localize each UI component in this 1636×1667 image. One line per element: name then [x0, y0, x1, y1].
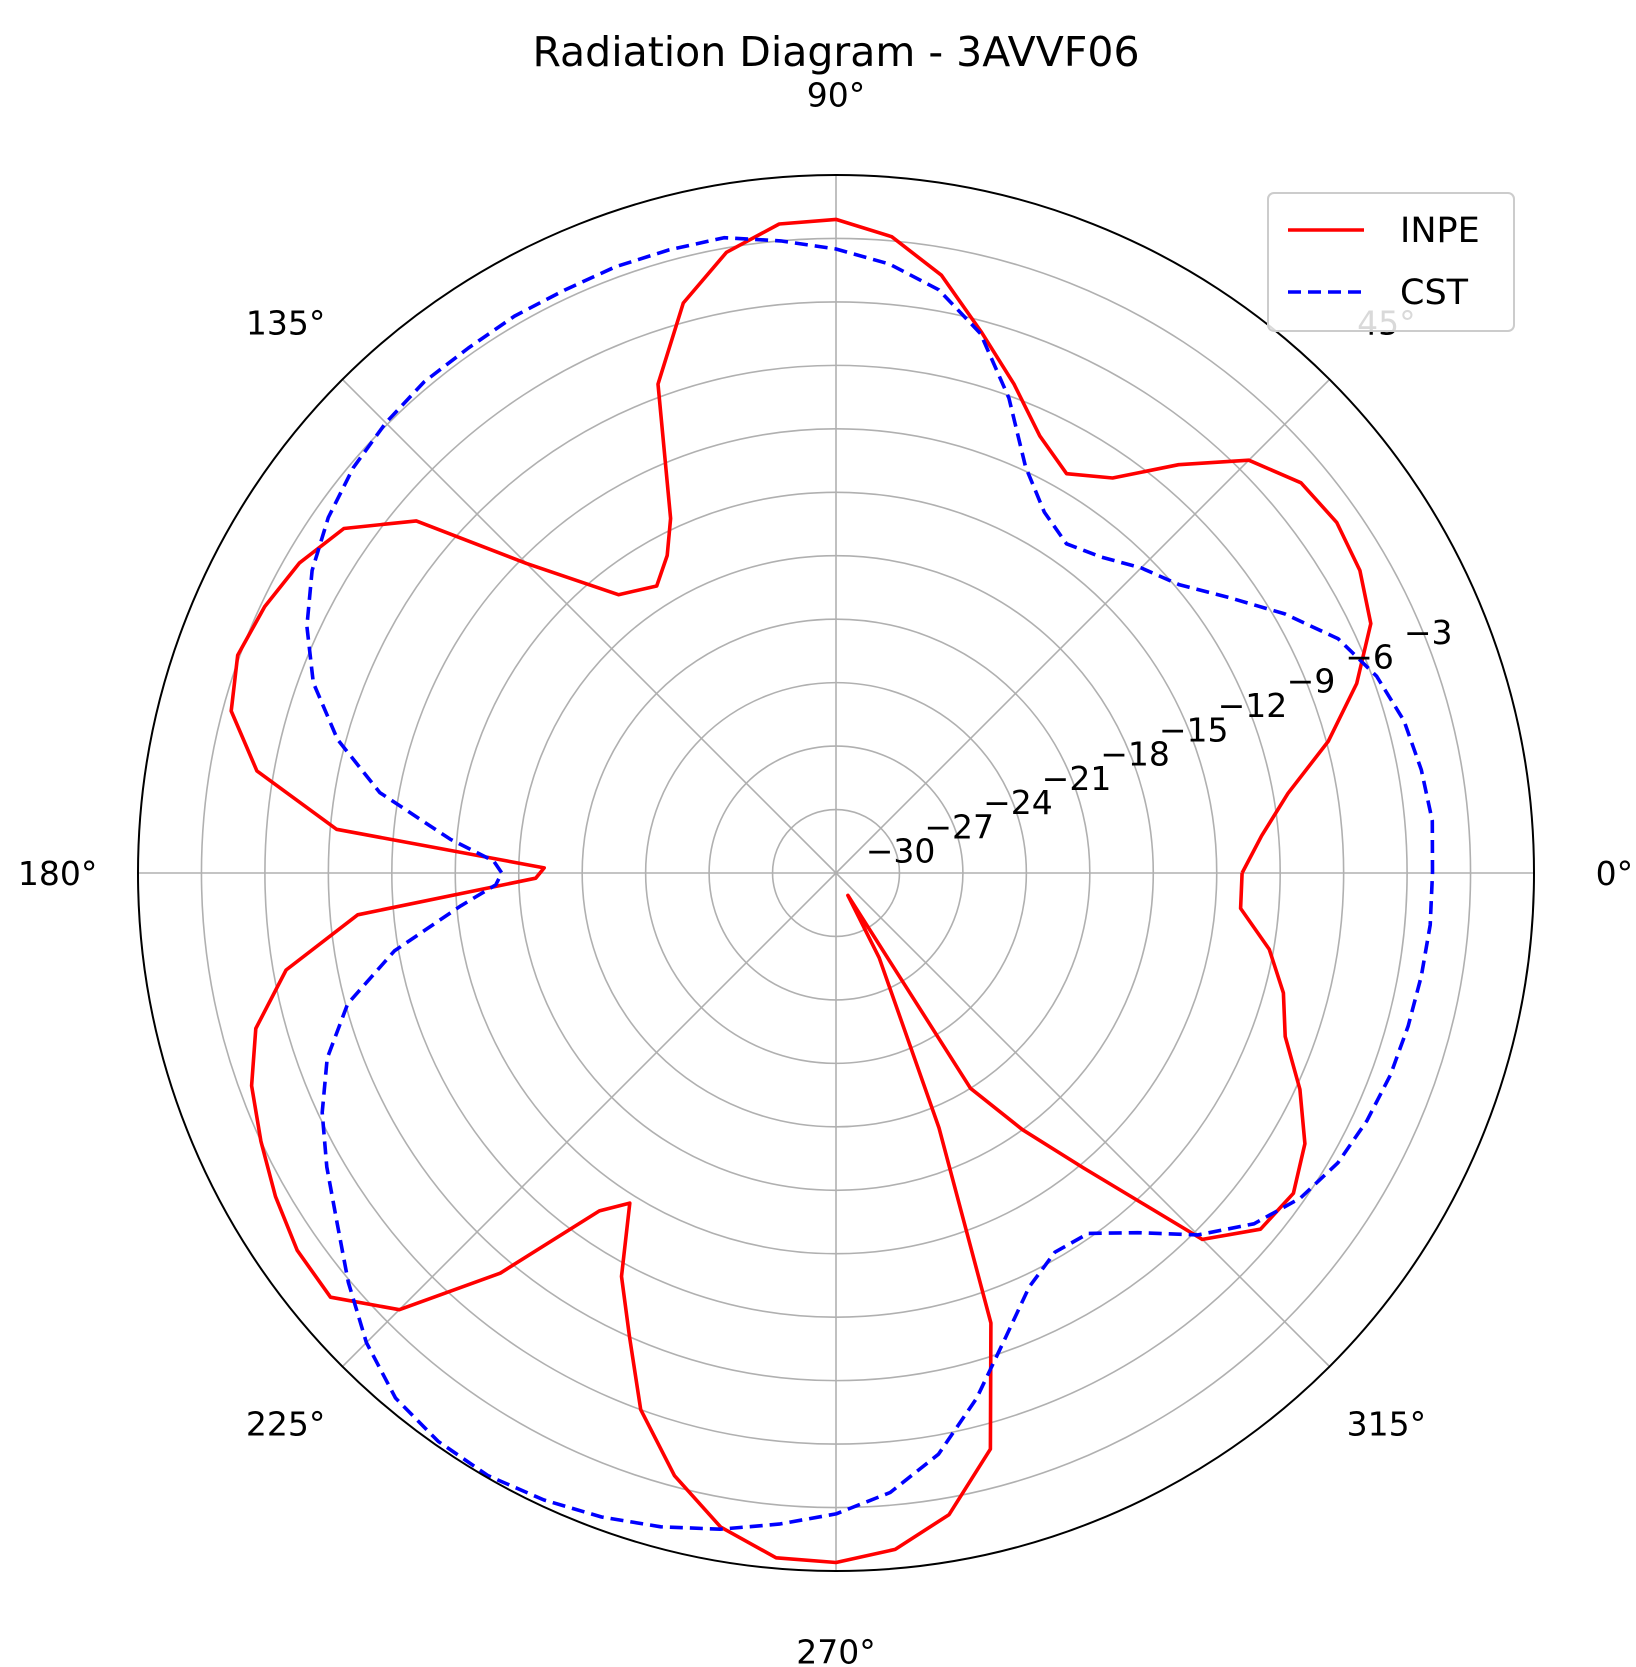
legend: INPE CST: [1267, 192, 1515, 332]
angle-tick-label: 315°: [1347, 1404, 1427, 1443]
chart-title: Radiation Diagram - 3AVVF06: [532, 28, 1139, 76]
radial-tick-labels: −30−27−24−21−18−15−12−9−6 −3: [866, 613, 1453, 871]
angular-gridline: [341, 872, 837, 1368]
radial-tick-label: −27: [924, 807, 994, 846]
series-layer: [229, 217, 1435, 1565]
radial-tick-label: −15: [1159, 710, 1229, 749]
angle-tick-label: 135°: [246, 304, 326, 343]
polar-frame: [137, 174, 1535, 1572]
angle-tick-label: 90°: [807, 76, 866, 115]
series-line-inpe: [229, 217, 1373, 1565]
legend-label-inpe: INPE: [1400, 211, 1480, 251]
angle-tick-label: 225°: [246, 1404, 326, 1443]
radial-tick-label: −9: [1287, 662, 1336, 701]
angular-gridline: [835, 378, 1331, 874]
angle-tick-label: 270°: [796, 1632, 876, 1667]
radial-tick-label: −21: [1042, 759, 1112, 798]
legend-label-cst: CST: [1400, 273, 1469, 313]
radial-tick-label: −3: [1404, 613, 1453, 652]
radial-tick-label: −12: [1218, 686, 1288, 725]
angular-gridlines: [138, 175, 1534, 1571]
radial-tick-label: −24: [983, 783, 1053, 822]
angle-tick-label: 180°: [18, 854, 98, 893]
radial-tick-label: −30: [866, 832, 936, 871]
radial-tick-label: −18: [1100, 735, 1170, 774]
angular-gridline: [341, 378, 837, 874]
legend-box: [1267, 192, 1515, 332]
angle-tick-label: 0°: [1596, 854, 1634, 893]
radial-tick-label: −6: [1345, 638, 1394, 677]
angular-gridline: [835, 872, 1331, 1368]
series-line-cst: [305, 235, 1435, 1531]
